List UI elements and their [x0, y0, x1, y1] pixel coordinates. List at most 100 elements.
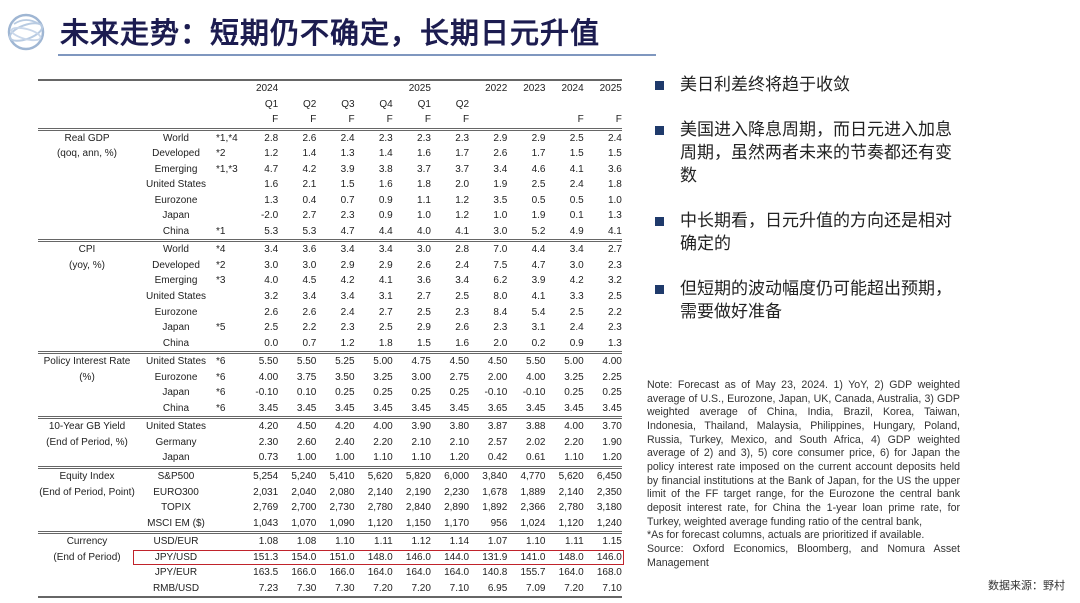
header-blank	[136, 112, 216, 128]
value-cell: 2.6	[264, 306, 279, 318]
value-cell: 0.73	[258, 452, 279, 464]
value-cell: 7.23	[258, 582, 279, 594]
value-cell: 3.25	[564, 371, 584, 383]
value-cell: 3.80	[449, 421, 470, 433]
value-cell: 3.0	[493, 225, 508, 237]
value-cell: 4.75	[411, 356, 431, 368]
value-cell: 2,840	[405, 502, 431, 514]
value-cell: 3.45	[411, 402, 431, 414]
globe-logo-icon	[7, 13, 45, 51]
value-cell: 2.7	[302, 210, 317, 222]
section-label	[38, 401, 136, 417]
value-cell: 164.0	[444, 567, 470, 579]
row-name: China	[162, 337, 190, 349]
value-cell: 6.95	[487, 582, 508, 594]
header-cell: 2025	[408, 83, 431, 94]
value-cell: 5.25	[335, 356, 355, 368]
value-cell: 3.6	[607, 163, 622, 175]
value-cell: 0.25	[411, 387, 431, 399]
row-name: MSCI EM ($)	[147, 517, 205, 529]
table-row: (yoy, %) Developed *2 3.0 3.0 2.9 2.9 2.6 2.4 7.5…	[38, 258, 622, 274]
row-name: Japan	[162, 210, 190, 222]
header-cell: F	[348, 114, 355, 125]
value-cell: 956	[490, 517, 508, 529]
value-cell: 3.6	[417, 275, 431, 287]
value-cell: 168.0	[596, 567, 622, 579]
table-row: MSCI EM ($) 1,043 1,070 1,090 1,120 1,150 1,17…	[38, 516, 622, 532]
header-cell: F	[615, 114, 622, 125]
section-label	[38, 336, 136, 352]
table-row: China *1 5.3 5.3 4.7 4.4 4.0 4.1 3.0 5.2 4.9 4.1	[38, 224, 622, 240]
row-name: Japan	[162, 322, 190, 334]
note-body: Note: Forecast as of May 23, 2024. 1) Yo…	[647, 379, 960, 528]
value-cell: 1.4	[302, 148, 317, 160]
value-cell: 3.75	[296, 371, 317, 383]
value-cell: 1.90	[602, 436, 622, 448]
value-cell: 1.00	[296, 452, 317, 464]
value-cell: 2.9	[378, 259, 393, 271]
value-cell: 164.0	[405, 567, 431, 579]
value-cell: 3,840	[482, 470, 508, 482]
row-name: Emerging	[154, 275, 198, 287]
value-cell: 2.5	[607, 290, 622, 302]
row-footnote: *6	[216, 387, 226, 399]
value-cell: 0.25	[373, 387, 393, 399]
value-cell: 7.5	[493, 259, 508, 271]
value-cell: 1,070	[291, 517, 317, 529]
value-cell: 3.2	[607, 275, 622, 287]
value-cell: 2,350	[596, 486, 622, 498]
value-cell: 5,254	[253, 470, 279, 482]
header-blank	[136, 97, 216, 113]
table-row: (End of Period, %) Germany 2.30 2.60 2.40 2.2…	[38, 435, 622, 451]
value-cell: 3.1	[378, 290, 393, 302]
value-cell: 5.3	[302, 225, 317, 237]
value-cell: 2.02	[526, 436, 546, 448]
table-row: Policy Interest Rate United States *6 5.50 5…	[38, 351, 622, 370]
value-cell: 1.10	[373, 452, 393, 464]
value-cell: 4.7	[264, 163, 279, 175]
header-cell	[507, 97, 545, 113]
value-cell: 1.7	[455, 148, 470, 160]
row-footnote	[216, 419, 240, 435]
value-cell: 2.3	[417, 132, 431, 144]
value-cell: 140.8	[482, 567, 508, 579]
table-row: JPY/EUR 163.5 166.0 166.0 164.0 164.0 164.0 140…	[38, 565, 622, 581]
table-note: Note: Forecast as of May 23, 2024. 1) Yo…	[647, 379, 960, 570]
value-cell: 2.3	[340, 210, 355, 222]
value-cell: 4.2	[302, 163, 317, 175]
value-cell: 2,080	[329, 486, 355, 498]
value-cell: 2,769	[253, 502, 279, 514]
section-label	[38, 565, 136, 581]
value-cell: 1.5	[340, 179, 355, 191]
value-cell: 7.0	[493, 244, 508, 256]
value-cell: 5.00	[373, 356, 393, 368]
value-cell: 3.8	[378, 163, 393, 175]
square-bullet-icon	[655, 81, 664, 90]
bullet-item: 但短期的波动幅度仍可能超出预期，需要做好准备	[655, 278, 965, 324]
table-row: United States 1.6 2.1 1.5 1.6 1.8 2.0 1.9 2.5 2.4…	[38, 177, 622, 193]
value-cell: 3.7	[417, 163, 431, 175]
value-cell: 3.0	[302, 259, 317, 271]
value-cell: 163.5	[253, 567, 279, 579]
section-label	[38, 289, 136, 305]
value-cell: 1,889	[520, 486, 546, 498]
table-row: Japan *6 -0.10 0.10 0.25 0.25 0.25 0.25 -0.10 -0.…	[38, 385, 622, 401]
row-name: EURO300	[153, 486, 199, 498]
value-cell: 146.0	[405, 551, 431, 563]
value-cell: 3.45	[373, 402, 393, 414]
table-row: (%) Eurozone *6 4.00 3.75 3.50 3.25 3.00 2.75 2.0…	[38, 370, 622, 386]
value-cell: 2.7	[607, 244, 622, 256]
header-blank	[38, 81, 136, 97]
value-cell: 166.0	[329, 567, 355, 579]
value-cell: 4.00	[258, 371, 279, 383]
value-cell: 1.0	[493, 210, 508, 222]
header-blank	[38, 112, 136, 128]
value-cell: 0.25	[449, 387, 470, 399]
value-cell: 7.20	[564, 582, 584, 594]
value-cell: 3.0	[569, 259, 584, 271]
value-cell: 2.7	[378, 306, 393, 318]
row-footnote: *5	[216, 322, 226, 334]
table-row: Equity Index S&P500 5,254 5,240 5,410 5,620 5,…	[38, 465, 622, 485]
value-cell: 2.2	[607, 306, 622, 318]
value-cell: 2.2	[302, 322, 317, 334]
